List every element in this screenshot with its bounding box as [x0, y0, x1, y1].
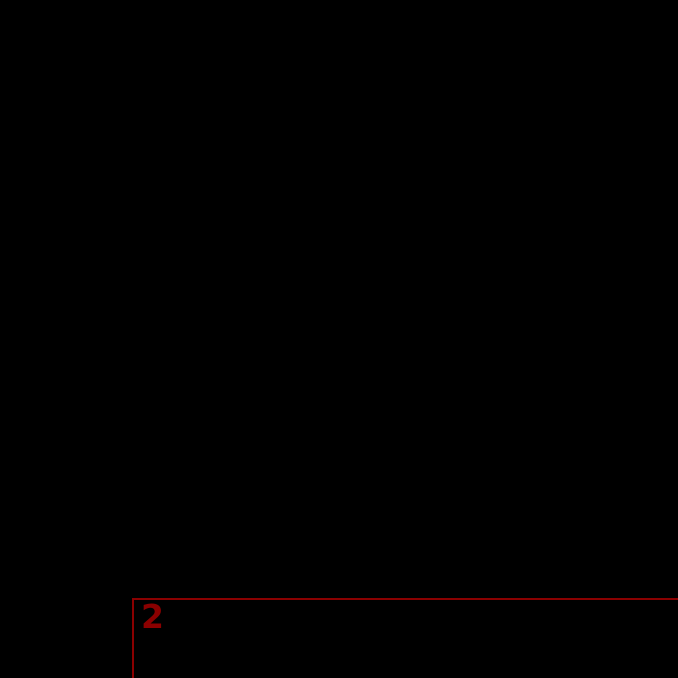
- annotation-label: 2: [141, 597, 164, 636]
- annotation-bounding-box: 2: [132, 598, 678, 678]
